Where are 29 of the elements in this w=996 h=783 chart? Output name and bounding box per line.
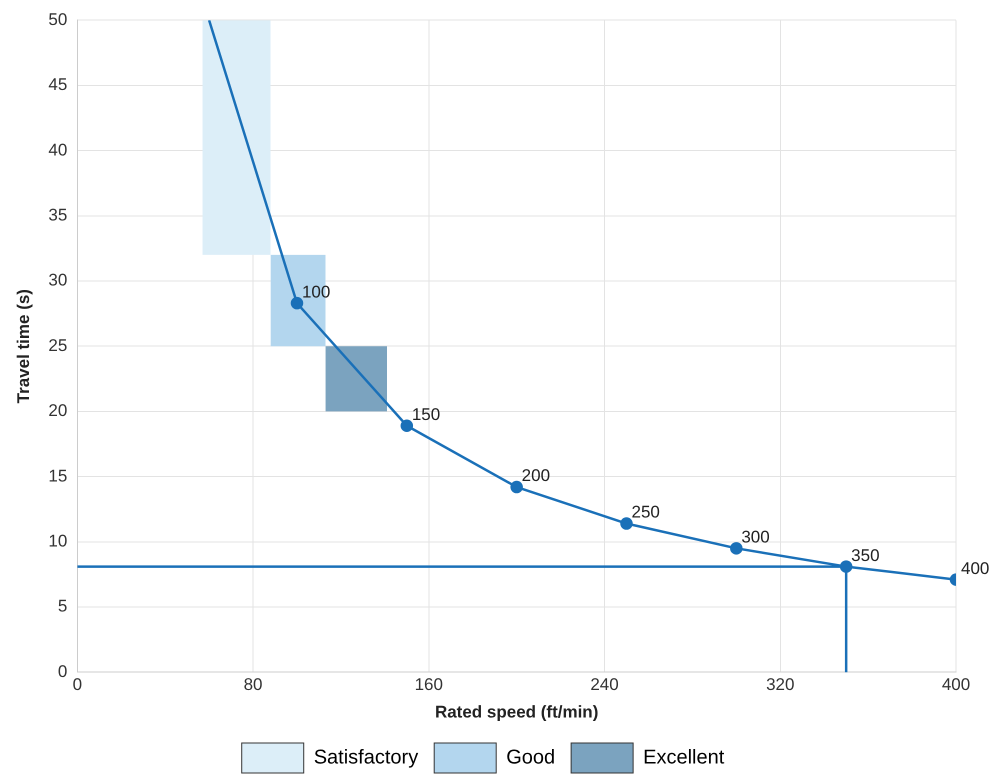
y-tick-label: 40 (48, 140, 68, 160)
annotation: 250 (631, 502, 660, 522)
y-tick-label: 20 (48, 401, 68, 420)
y-tick-label: 0 (58, 662, 68, 681)
y-tick-label: 50 (48, 10, 68, 29)
legend-label: Good (506, 746, 556, 769)
annotation: 300 (741, 528, 770, 547)
y-tick-label: 15 (48, 466, 68, 486)
y-tick-label: 5 (58, 596, 68, 616)
x-tick-label: 320 (766, 675, 794, 694)
annotation: 200 (522, 466, 550, 486)
annotation: 350 (851, 546, 880, 565)
y-tick-label: 25 (48, 336, 68, 355)
y-axis-title: Travel time (s) (14, 289, 33, 404)
x-tick-label: 0 (72, 675, 82, 694)
legend-label: Satisfactory (314, 746, 418, 769)
annotation: 100 (302, 282, 330, 302)
legend-label: Excellent (643, 746, 725, 769)
x-axis-title: Rated speed (ft/min) (434, 702, 598, 722)
y-tick-label: 35 (48, 205, 68, 224)
x-tick-label: 240 (590, 675, 619, 694)
y-tick-label: 30 (48, 270, 68, 290)
x-tick-label: 400 (942, 675, 970, 694)
annotation: 400 (961, 558, 990, 578)
y-tick-label: 45 (48, 75, 68, 94)
y-tick-label: 10 (48, 531, 68, 550)
x-tick-label: 160 (414, 675, 443, 694)
annotation: 150 (412, 404, 440, 424)
x-tick-label: 80 (244, 675, 263, 694)
